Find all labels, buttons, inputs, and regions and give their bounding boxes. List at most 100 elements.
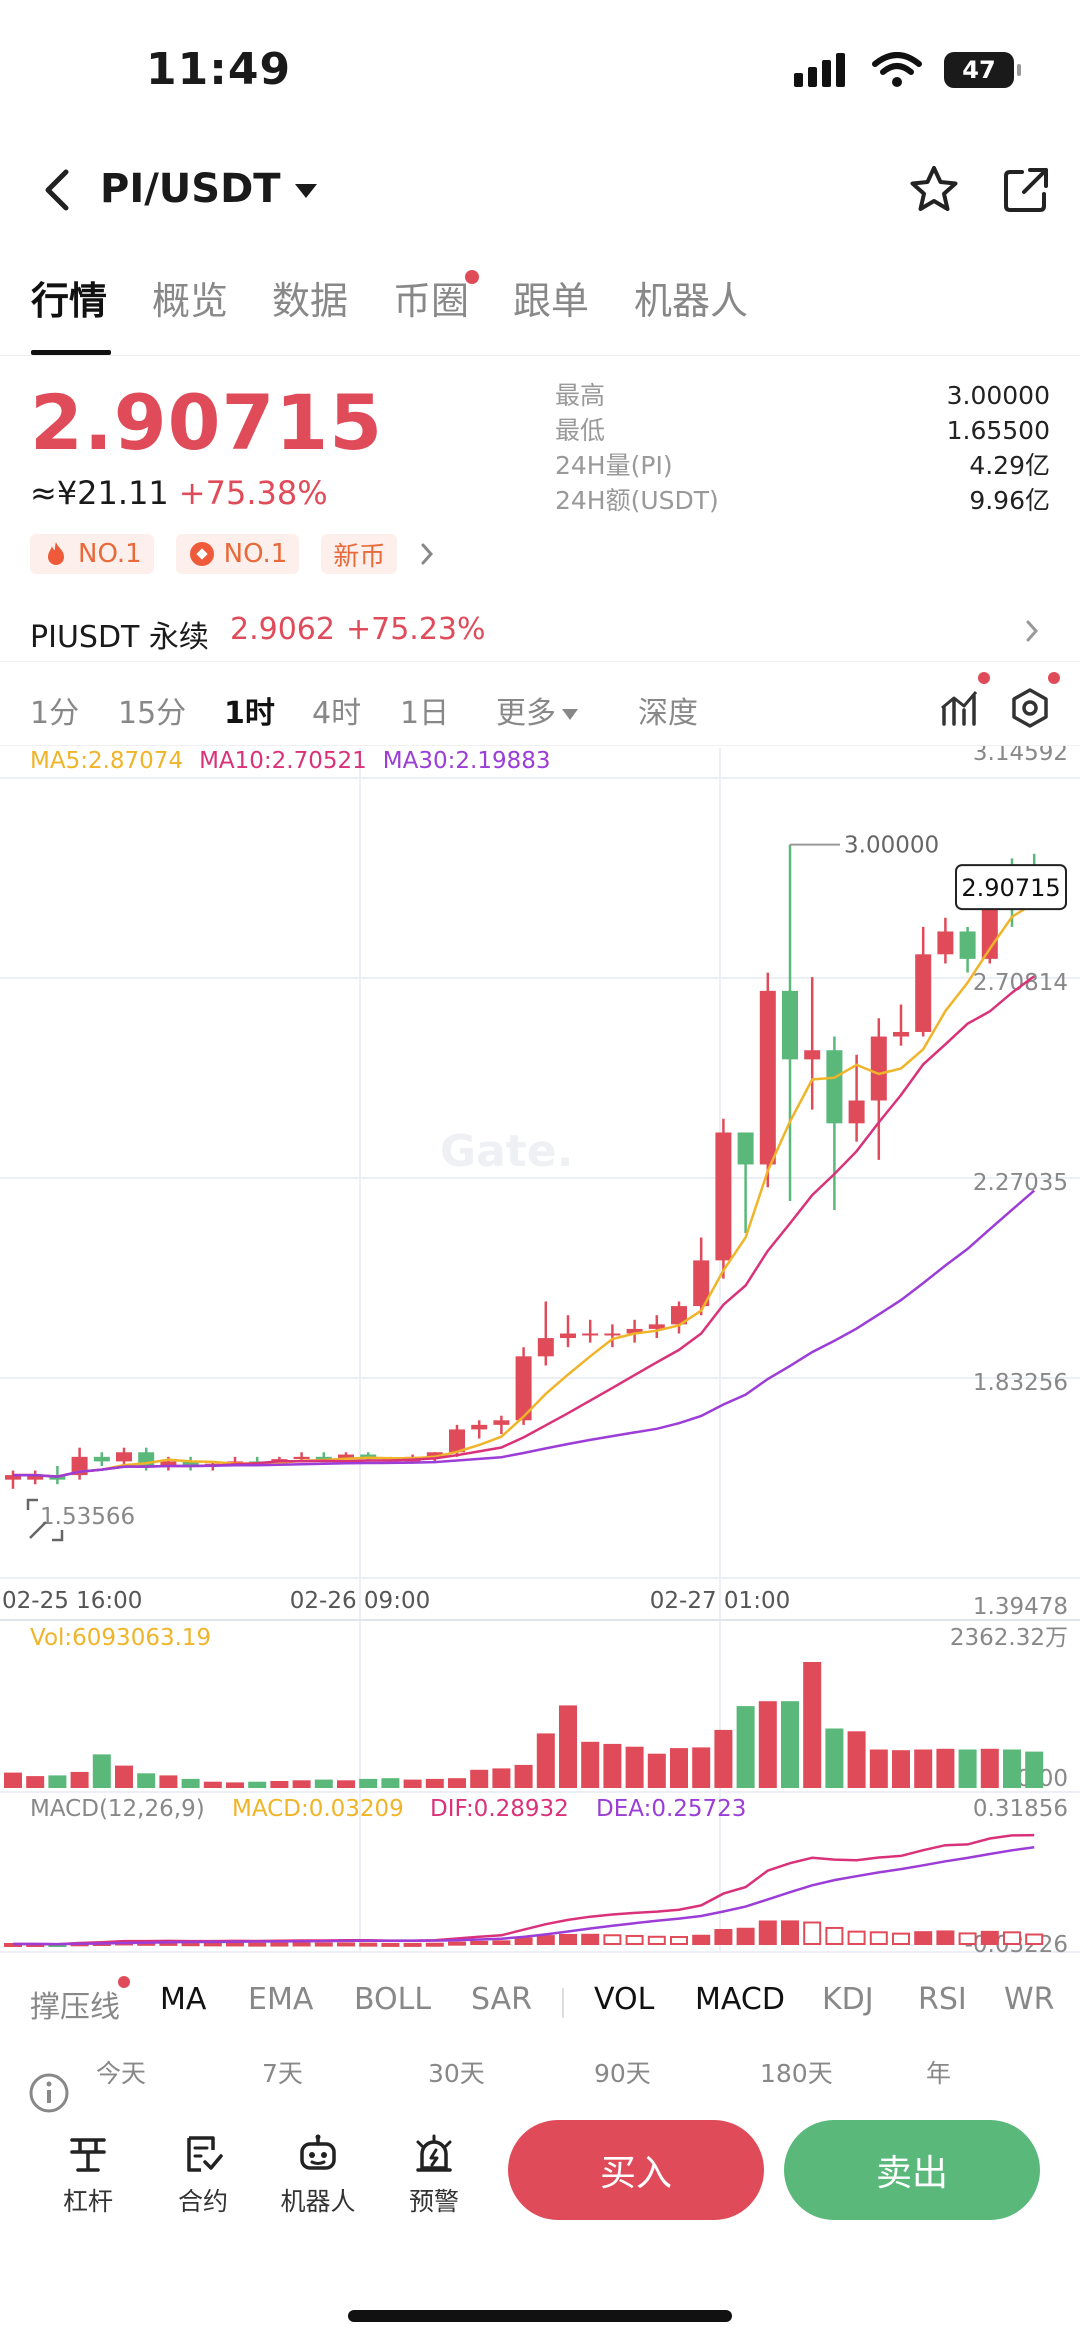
candle-body [293, 1456, 310, 1460]
candle-body [759, 990, 776, 1165]
robot-button[interactable]: 机器人 [268, 2132, 368, 2218]
tab-feed[interactable]: 币圈 [393, 279, 470, 323]
volume-bar [1025, 1751, 1044, 1788]
candle-body [582, 1333, 599, 1336]
x-tick-label: 02-26 09:00 [290, 1588, 430, 1614]
candle-body [182, 1461, 199, 1466]
alert-button[interactable]: 预警 [384, 2132, 484, 2218]
macd-histogram-bar [825, 1926, 844, 1946]
ind-tab-ma[interactable]: MA [160, 1982, 207, 2017]
ind-tab-macd[interactable]: MACD [695, 1982, 785, 2017]
chevron-right-icon[interactable] [419, 541, 435, 567]
volume-bar [514, 1764, 533, 1788]
ind-tab-wr[interactable]: WR [1004, 1982, 1055, 2017]
gain-rank-badge[interactable]: NO.1 [175, 534, 300, 574]
candle-body [848, 1100, 865, 1124]
tab-data[interactable]: 数据 [272, 279, 349, 323]
period-today[interactable]: 今天 [96, 2059, 147, 2088]
ind-tab-boll[interactable]: BOLL [354, 1982, 432, 2017]
period-180d[interactable]: 180天 [760, 2059, 833, 2088]
candle-body [27, 1475, 44, 1480]
ind-tab-ema[interactable]: EMA [248, 1982, 314, 2017]
home-indicator [348, 2310, 732, 2322]
main-tabs: 行情 概览 数据 币圈 跟单 机器人 [0, 270, 1080, 356]
interval-1m[interactable]: 1分 [30, 696, 80, 731]
last-price-box [955, 864, 1067, 911]
period-7d[interactable]: 7天 [262, 2059, 303, 2088]
share-icon[interactable] [1000, 164, 1052, 216]
period-30d[interactable]: 30天 [428, 2059, 485, 2088]
interval-more[interactable]: 更多 [496, 688, 578, 732]
interval-15m[interactable]: 15分 [118, 696, 187, 731]
macd-histogram-bar [226, 1942, 244, 1947]
volume-bar [337, 1780, 355, 1788]
tab-bots[interactable]: 机器人 [634, 279, 749, 323]
notification-dot [465, 270, 479, 284]
volume-bar [203, 1781, 222, 1788]
hot-rank-badge[interactable]: NO.1 [30, 534, 154, 574]
settings-hex-icon[interactable] [1008, 686, 1052, 730]
period-year[interactable]: 年 [926, 2059, 952, 2088]
expand-icon [26, 1498, 64, 1542]
tab-overview[interactable]: 概览 [152, 279, 229, 323]
volume-label: Vol:6093063.19 [30, 1625, 211, 1651]
tab-market[interactable]: 行情 [31, 279, 108, 323]
tab-copy-trade[interactable]: 跟单 [513, 279, 590, 323]
volume-bar [980, 1748, 999, 1788]
notification-dot [1048, 672, 1060, 684]
ma5-line [13, 902, 1035, 1478]
rank-badges[interactable]: NO.1 NO.1 新币 [30, 534, 435, 574]
ind-tab-sar[interactable]: SAR [471, 1982, 532, 2017]
perpetual-link[interactable]: PIUSDT 永续 2.9062 +75.23% [0, 600, 1080, 662]
leverage-button[interactable]: 杠杆 [38, 2132, 138, 2218]
back-arrow-icon[interactable] [40, 168, 74, 212]
candle-body [671, 1306, 687, 1325]
ma-legend: MA5:2.87074 MA10:2.70521 MA30:2.19883 [30, 748, 551, 774]
ind-tab-vol[interactable]: VOL [594, 1982, 655, 2017]
chevron-right-icon [1026, 620, 1039, 642]
watermark: Gate. [440, 1126, 573, 1177]
volume-bar [758, 1701, 777, 1788]
candle-body [315, 1456, 332, 1460]
ma30-value: MA30:2.19883 [382, 748, 551, 774]
buy-button[interactable]: 买入 [508, 2120, 764, 2220]
x-tick-label: 02-27 01:00 [650, 1588, 790, 1614]
volume-bar [914, 1749, 933, 1788]
indicator-chart-icon[interactable] [938, 686, 982, 730]
interval-1d[interactable]: 1日 [400, 696, 450, 731]
macd-histogram-bar [381, 1942, 400, 1947]
stat-volume: 24H量(PI) 4.29亿 [555, 451, 1050, 480]
interval-1h[interactable]: 1时 [224, 696, 275, 731]
pair-selector[interactable]: PI/USDT [100, 166, 317, 212]
candle-body [893, 1031, 909, 1037]
volume-bar [536, 1733, 555, 1788]
volume-bar [670, 1748, 688, 1788]
contract-button[interactable]: 合约 [153, 2132, 253, 2218]
volume-bar [803, 1662, 822, 1788]
wifi-icon [872, 52, 922, 87]
volume-bar [1003, 1749, 1021, 1788]
ind-tab-kdj[interactable]: KDJ [822, 1982, 874, 2017]
dif-value: DIF:0.28932 [430, 1796, 569, 1822]
macd-histogram-bar [914, 1931, 933, 1945]
star-icon[interactable] [908, 164, 960, 216]
new-coin-badge[interactable]: 新币 [321, 534, 398, 574]
macd-histogram-bar [470, 1940, 489, 1946]
volume-bar [847, 1731, 866, 1788]
ind-tab-rsi[interactable]: RSI [918, 1982, 967, 2017]
indicator-tabs: 撑压线 MA EMA BOLL SAR VOL MACD KDJ RSI WR [0, 1976, 1080, 2036]
period-90d[interactable]: 90天 [594, 2059, 651, 2088]
kline-chart[interactable]: Gate. 3.14592 2.70814 2.27035 1.83256 1.39478… [0, 746, 1080, 1972]
depth-tab[interactable]: 深度 [638, 696, 698, 731]
ind-tab-support[interactable]: 撑压线 [30, 1990, 120, 2025]
candle-body [338, 1454, 354, 1460]
info-icon[interactable] [28, 2072, 70, 2114]
candle-body [737, 1132, 754, 1165]
macd-histogram-bar [448, 1941, 466, 1946]
caret-down-icon [562, 709, 578, 720]
macd-histogram-bar [1025, 1933, 1044, 1946]
flame-icon [48, 542, 64, 565]
volume-bar [248, 1781, 267, 1788]
sell-button[interactable]: 卖出 [784, 2120, 1040, 2220]
interval-4h[interactable]: 4时 [312, 696, 362, 731]
